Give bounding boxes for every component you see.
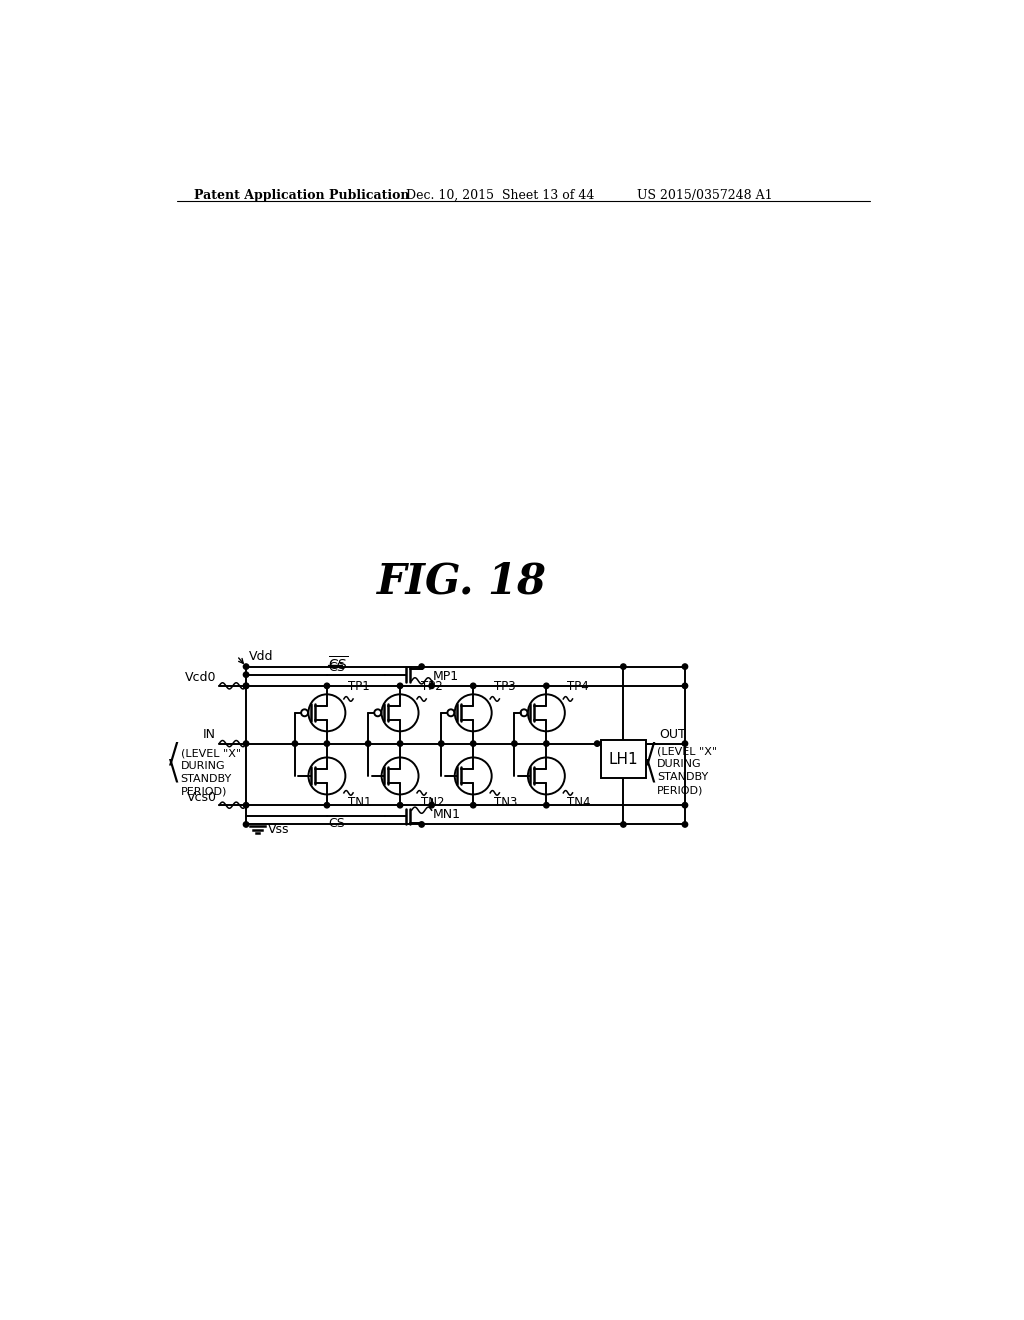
Circle shape	[244, 803, 249, 808]
Text: Vdd: Vdd	[249, 649, 273, 663]
Text: \: \	[169, 758, 178, 785]
Circle shape	[682, 684, 688, 689]
Text: /: /	[169, 741, 178, 768]
Circle shape	[429, 803, 434, 808]
Circle shape	[244, 684, 249, 689]
Circle shape	[292, 741, 298, 746]
Text: FIG. 18: FIG. 18	[377, 561, 547, 603]
Text: Vss: Vss	[268, 822, 290, 836]
Circle shape	[544, 803, 549, 808]
Text: TN1: TN1	[348, 796, 372, 809]
Circle shape	[682, 741, 688, 746]
Circle shape	[244, 672, 249, 677]
Circle shape	[366, 741, 371, 746]
Text: Patent Application Publication: Patent Application Publication	[194, 189, 410, 202]
Text: TP3: TP3	[494, 680, 516, 693]
Circle shape	[419, 822, 424, 828]
Circle shape	[438, 741, 444, 746]
Text: MN1: MN1	[432, 808, 461, 821]
Circle shape	[325, 741, 330, 746]
Text: $\overline{\mathrm{CS}}$: $\overline{\mathrm{CS}}$	[329, 656, 349, 675]
Text: \: \	[645, 758, 655, 785]
Text: TP4: TP4	[567, 680, 589, 693]
Circle shape	[325, 684, 330, 689]
Text: TN3: TN3	[494, 796, 517, 809]
Circle shape	[470, 684, 476, 689]
FancyBboxPatch shape	[601, 739, 646, 779]
Text: CS: CS	[329, 817, 345, 830]
Text: US 2015/0357248 A1: US 2015/0357248 A1	[637, 189, 773, 202]
Circle shape	[429, 684, 434, 689]
Circle shape	[682, 664, 688, 669]
Circle shape	[244, 741, 249, 746]
Circle shape	[244, 664, 249, 669]
Text: Vcs0: Vcs0	[186, 791, 217, 804]
Text: TP1: TP1	[348, 680, 370, 693]
Text: TN2: TN2	[421, 796, 444, 809]
Text: IN: IN	[203, 727, 215, 741]
Text: /: /	[645, 741, 655, 768]
Text: Dec. 10, 2015  Sheet 13 of 44: Dec. 10, 2015 Sheet 13 of 44	[407, 189, 595, 202]
Circle shape	[512, 741, 517, 746]
Text: (LEVEL "X"
DURING
STANDBY
PERIOD): (LEVEL "X" DURING STANDBY PERIOD)	[657, 747, 718, 795]
Text: (LEVEL "X"
DURING
STANDBY
PERIOD): (LEVEL "X" DURING STANDBY PERIOD)	[180, 748, 241, 796]
Circle shape	[621, 664, 626, 669]
Circle shape	[621, 822, 626, 828]
Circle shape	[244, 684, 249, 689]
Text: MP1: MP1	[432, 669, 459, 682]
Text: CS: CS	[329, 661, 345, 675]
Circle shape	[244, 822, 249, 828]
Circle shape	[595, 741, 600, 746]
Text: TN4: TN4	[567, 796, 591, 809]
Circle shape	[325, 803, 330, 808]
Text: TP2: TP2	[421, 680, 442, 693]
Text: OUT: OUT	[658, 729, 685, 742]
Circle shape	[544, 684, 549, 689]
Text: LH1: LH1	[608, 751, 638, 767]
Circle shape	[397, 741, 402, 746]
Circle shape	[397, 803, 402, 808]
Circle shape	[470, 741, 476, 746]
Circle shape	[682, 803, 688, 808]
Circle shape	[419, 664, 424, 669]
Text: Vcd0: Vcd0	[185, 672, 217, 684]
Circle shape	[544, 741, 549, 746]
Circle shape	[397, 684, 402, 689]
Circle shape	[682, 822, 688, 828]
Circle shape	[470, 803, 476, 808]
